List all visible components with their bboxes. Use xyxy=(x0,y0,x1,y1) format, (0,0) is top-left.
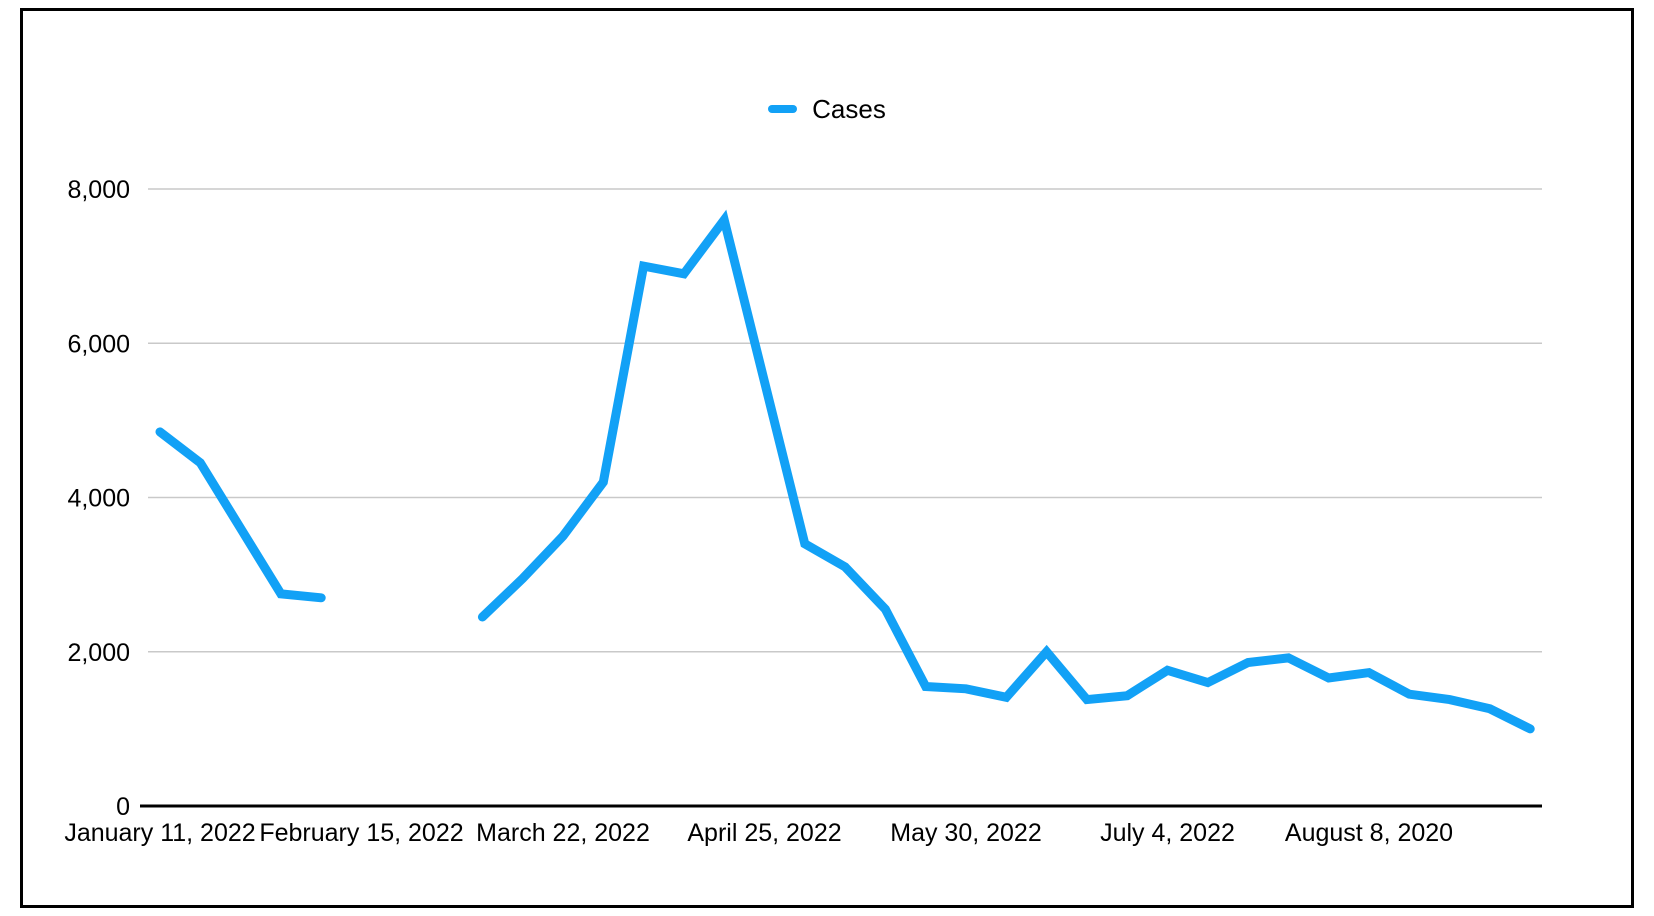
x-axis-tick-label: April 25, 2022 xyxy=(687,819,841,847)
x-axis-tick-label: July 4, 2022 xyxy=(1100,819,1235,847)
y-axis-tick-label: 4,000 xyxy=(67,485,130,513)
x-axis-tick-label: January 11, 2022 xyxy=(64,819,255,847)
y-axis-tick-label: 8,000 xyxy=(67,176,130,204)
chart-frame xyxy=(20,8,1634,908)
x-axis-tick-label: August 8, 2020 xyxy=(1285,819,1453,847)
y-axis-tick-label: 2,000 xyxy=(67,639,130,667)
x-axis-tick-label: May 30, 2022 xyxy=(890,819,1042,847)
series-line-cases xyxy=(155,209,1535,734)
x-axis-tick-label: February 15, 2022 xyxy=(259,819,463,847)
y-axis-tick-label: 0 xyxy=(116,793,130,821)
x-axis-tick-label: March 22, 2022 xyxy=(476,819,650,847)
y-axis-tick-label: 6,000 xyxy=(67,330,130,358)
